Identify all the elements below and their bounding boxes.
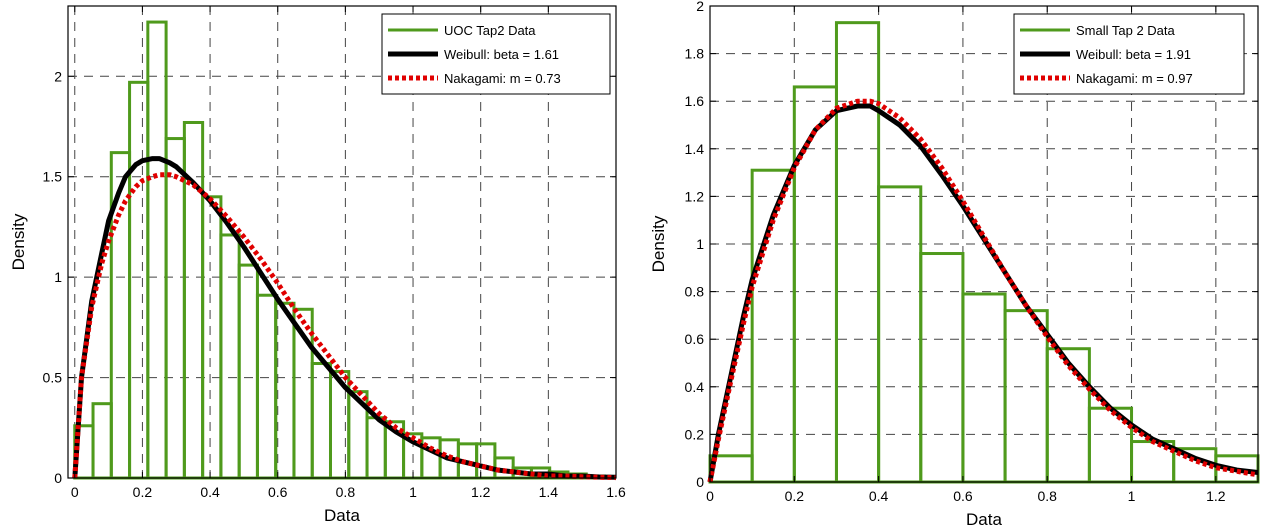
x-tick-label: 1.6: [606, 484, 626, 500]
histogram-bar: [274, 301, 296, 480]
y-tick-label: 0.2: [685, 426, 705, 442]
weibull-fit-line: [72, 156, 617, 480]
chart-panel-right: 0 0.2 0.4 0.6 0.8 1 1.2 0 0.2 0.4 0.6 0.8 1 1.2 1.4 1.6…: [640, 0, 1266, 529]
histogram-bar: [1003, 309, 1049, 484]
y-tick-label: 1: [54, 269, 62, 285]
x-tick-label: 1.4: [539, 484, 559, 500]
nakagami-fit-line: [707, 98, 1259, 483]
histogram-bar: [91, 402, 113, 480]
histogram-bar: [365, 416, 387, 480]
x-tick-label: 0.4: [869, 488, 889, 504]
x-tick-label: 0.4: [200, 484, 220, 500]
y-tick-label: 1.5: [43, 169, 63, 185]
legend-entry-weibull-label: Weibull: beta = 1.91: [1076, 47, 1191, 62]
x-tick-label: 0.6: [268, 484, 288, 500]
histogram-bar: [128, 80, 150, 480]
y-tick-label: 2: [54, 68, 62, 84]
histogram-bar: [164, 137, 186, 480]
x-tick-label: 0.2: [785, 488, 805, 504]
y-tick-label: 0: [54, 470, 62, 486]
legend: UOC Tap2 Data Weibull: beta = 1.61 Nakagam…: [381, 13, 611, 95]
y-tick-label: 2: [696, 0, 704, 14]
legend-entry-nakagami-label: Nakagami: m = 0.73: [444, 71, 561, 86]
y-axis-label: Density: [649, 215, 668, 272]
x-tick-label: 0: [706, 488, 714, 504]
legend-entry-histogram-label: Small Tap 2 Data: [1076, 23, 1176, 38]
y-tick-label: 0.8: [685, 284, 705, 300]
x-tick-label: 0.6: [953, 488, 973, 504]
y-tick-label: 1.4: [685, 141, 705, 157]
x-tick-label: 1.2: [471, 484, 491, 500]
y-tick-label: 0.4: [685, 379, 705, 395]
histogram-bar: [834, 21, 881, 484]
histogram-bar: [919, 252, 965, 484]
histogram-bar: [310, 362, 332, 480]
nakagami-fit-line: [72, 172, 617, 481]
y-tick-label: 1.8: [685, 46, 705, 62]
y-tick-label: 0.6: [685, 331, 705, 347]
legend-entry-histogram-label: UOC Tap2 Data: [444, 23, 536, 38]
density-chart-left: 0 0.2 0.4 0.6 0.8 1 1.2 1.4 1.6 0 0.5 1 1.5 2 Data Dens…: [9, 5, 626, 525]
histogram-bar: [201, 195, 223, 480]
y-tick-label: 0: [696, 474, 704, 490]
x-tick-label: 0.8: [336, 484, 356, 500]
histogram-bar: [237, 263, 259, 480]
x-tick-label: 1: [409, 484, 417, 500]
chart-panel-left: 0 0.2 0.4 0.6 0.8 1 1.2 1.4 1.6 0 0.5 1 1.5 2 Data Dens…: [0, 0, 630, 529]
x-tick-label: 0.2: [133, 484, 153, 500]
histogram-bar: [146, 20, 168, 480]
density-chart-right: 0 0.2 0.4 0.6 0.8 1 1.2 0 0.2 0.4 0.6 0.8 1 1.2 1.4 1.6…: [649, 0, 1260, 529]
legend: Small Tap 2 Data Weibull: beta = 1.91 Naka…: [1013, 13, 1245, 95]
y-tick-label: 1.2: [685, 188, 705, 204]
x-axis-label: Data: [966, 510, 1002, 529]
histogram-bar: [877, 185, 923, 484]
legend-entry-weibull-label: Weibull: beta = 1.61: [444, 47, 559, 62]
histogram-bar: [255, 293, 278, 480]
histogram-bar: [475, 442, 497, 480]
x-tick-label: 0.8: [1037, 488, 1057, 504]
x-tick-label: 1.2: [1206, 488, 1226, 504]
y-tick-label: 1: [696, 236, 704, 252]
y-tick-label: 0.5: [43, 370, 63, 386]
x-axis-label: Data: [324, 506, 360, 525]
legend-entry-nakagami-label: Nakagami: m = 0.97: [1076, 71, 1193, 86]
x-tick-label: 1: [1128, 488, 1136, 504]
histogram-bar: [961, 292, 1007, 484]
histogram-bar: [792, 85, 838, 484]
y-tick-label: 1.6: [685, 93, 705, 109]
y-axis-label: Density: [9, 213, 28, 270]
histogram-bar: [219, 233, 241, 480]
plot-frame: [67, 5, 617, 479]
x-tick-label: 0: [71, 484, 79, 500]
